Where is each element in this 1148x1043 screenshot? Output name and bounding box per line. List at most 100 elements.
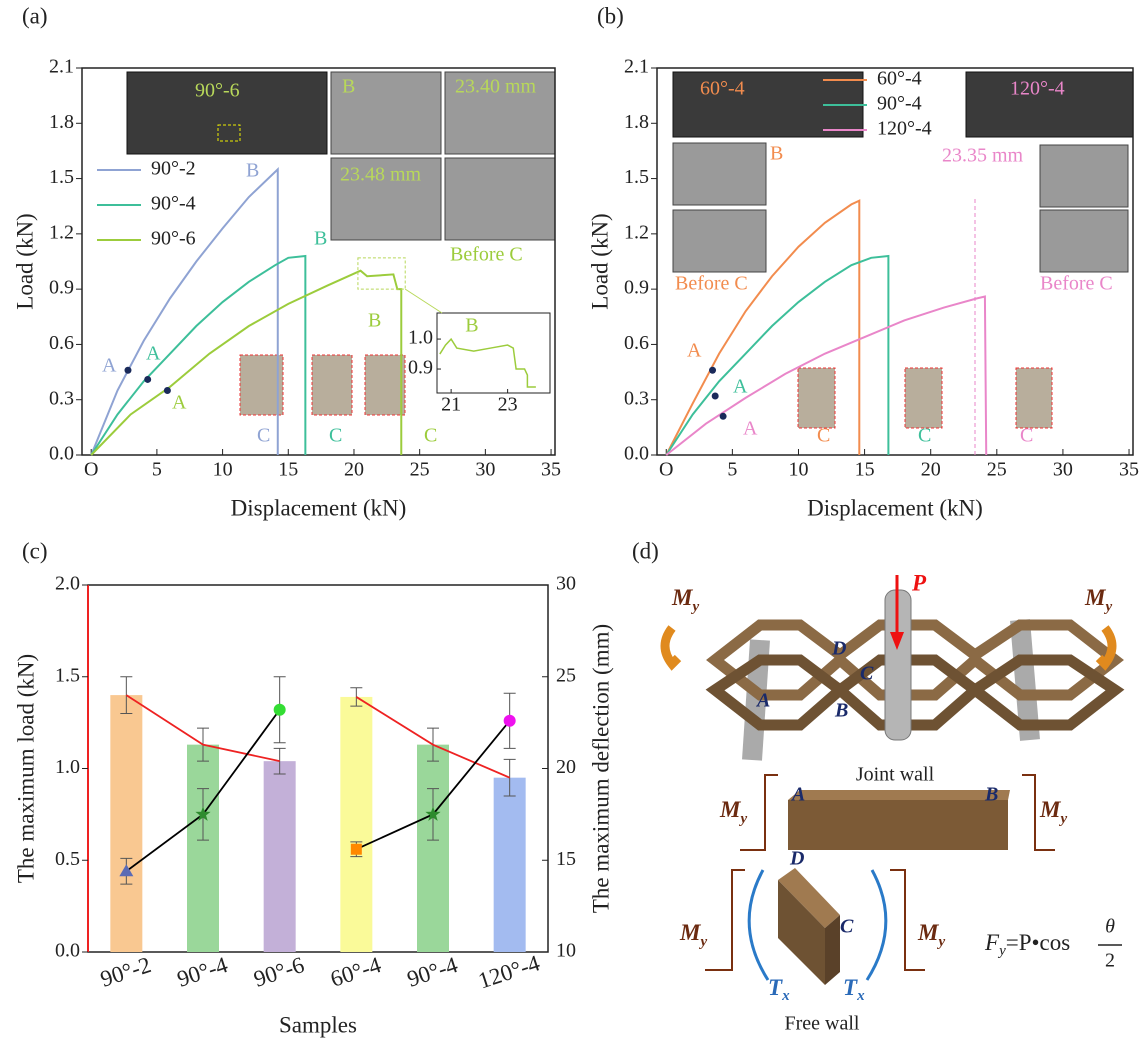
y-axis-label: The maximum load (kN) [13, 654, 38, 883]
y-tick-label: 2.1 [49, 56, 74, 78]
y-tick-label: 0.9 [408, 357, 433, 379]
annotation: B [465, 315, 478, 337]
legend-label: 90°-6 [151, 228, 196, 250]
moment-label: My [1039, 797, 1067, 827]
bar [340, 697, 372, 952]
x-tick-label: 10 [788, 459, 808, 481]
point [712, 393, 719, 400]
torque: T [843, 975, 858, 1000]
x-tick-label: 90°-4 [174, 952, 231, 992]
y-tick-label: 0.6 [49, 332, 74, 354]
point [144, 376, 151, 383]
wall-label: Joint wall [856, 764, 935, 786]
photo [673, 210, 766, 272]
torque: T [768, 975, 783, 1000]
torque-arrow [867, 870, 886, 980]
y-tick-label: 0.0 [55, 940, 80, 962]
x-tick-label: 35 [1119, 459, 1139, 481]
formula: Fy=P•cos [984, 930, 1070, 959]
legend-label: 90°-2 [151, 158, 196, 180]
y-tick-label: 1.8 [49, 111, 74, 133]
photo [1040, 210, 1128, 272]
legend-label: 60°-4 [877, 68, 922, 90]
y-tick-label: 10 [556, 940, 576, 962]
photo [798, 368, 835, 428]
annotation: A [733, 376, 748, 398]
formula-part: F [984, 930, 1000, 955]
x-tick-label: 60°-4 [327, 952, 384, 992]
annotation: A [146, 343, 161, 365]
point [124, 367, 131, 374]
x-tick-label: 23 [498, 394, 518, 416]
point-label: D [789, 848, 804, 870]
panel-label: (b) [597, 3, 624, 28]
moment: M [671, 585, 694, 610]
torque-label: Tx [768, 975, 790, 1004]
torque-label: Tx [843, 975, 865, 1004]
bar [494, 778, 526, 952]
formula-part: =P•cos [1006, 930, 1071, 955]
x-tick-label: 90°-6 [251, 952, 308, 992]
x-tick-label: 20 [921, 459, 941, 481]
y-tick-label: 0.5 [55, 848, 80, 870]
image-label: 23.40 mm [455, 76, 537, 98]
point [709, 367, 716, 374]
moment-sub: y [936, 934, 945, 950]
image-label: 23.48 mm [340, 164, 422, 186]
inset-leader [405, 289, 442, 313]
annotation: A [172, 392, 187, 414]
lattice [665, 575, 1115, 760]
point-label: A [790, 784, 805, 806]
y2-axis-label: The maximum deflection (mm) [588, 624, 613, 913]
panel-label: (d) [632, 538, 659, 563]
point-label: B [984, 784, 998, 806]
y-tick-label: 1.5 [49, 166, 74, 188]
image-label: Before C [450, 244, 523, 266]
image-label: 60°-4 [700, 78, 745, 100]
photo [905, 368, 942, 428]
moment-label: My [719, 797, 747, 827]
annotation: C [329, 425, 342, 447]
joint-wall [788, 800, 1008, 850]
moment-label: My [917, 920, 945, 950]
panel-label: (a) [22, 3, 48, 28]
figure: 90°-6 B 23.40 mm 23.48 mm Before C 60°-4… [0, 0, 1148, 1043]
image-label: B [342, 76, 355, 98]
torque-arrow [749, 870, 768, 980]
x-tick-label: 30 [475, 459, 495, 481]
marker [504, 715, 516, 727]
y-tick-label: 0.9 [49, 277, 74, 299]
photo [240, 355, 283, 415]
image-label: B [770, 143, 783, 165]
wall-label: Free wall [785, 1013, 860, 1035]
image-label: 90°-6 [195, 80, 240, 102]
moment-sub: y [1103, 599, 1112, 615]
point-label: A [755, 690, 770, 712]
point-label: B [834, 700, 848, 722]
y-tick-label: 20 [556, 756, 576, 778]
x-tick-label: 10 [213, 459, 233, 481]
x-tick-label: 25 [987, 459, 1007, 481]
image-label: Before C [1040, 273, 1113, 295]
x-tick-label: 90°-2 [97, 952, 154, 992]
x-tick-label: 5 [152, 459, 162, 481]
y-tick-label: 15 [556, 848, 576, 870]
photo [445, 158, 555, 240]
y-tick-label: 1.5 [624, 166, 649, 188]
y-tick-label: 30 [556, 573, 576, 595]
y-tick-label: 1.5 [55, 664, 80, 686]
moment-bracket [705, 870, 745, 970]
y-tick-label: 1.2 [49, 221, 74, 243]
moment: M [1084, 585, 1107, 610]
legend-label: 90°-4 [151, 193, 196, 215]
photo [673, 143, 766, 205]
moment-sub: y [698, 934, 707, 950]
moment-sub: y [738, 811, 747, 827]
point-label: D [831, 638, 846, 660]
moment-label: My [679, 920, 707, 950]
annotation: C [817, 425, 830, 447]
y-tick-label: 0.6 [624, 332, 649, 354]
photo [1040, 145, 1128, 207]
panel-label: (c) [22, 538, 48, 563]
x-tick-label: 5 [727, 459, 737, 481]
